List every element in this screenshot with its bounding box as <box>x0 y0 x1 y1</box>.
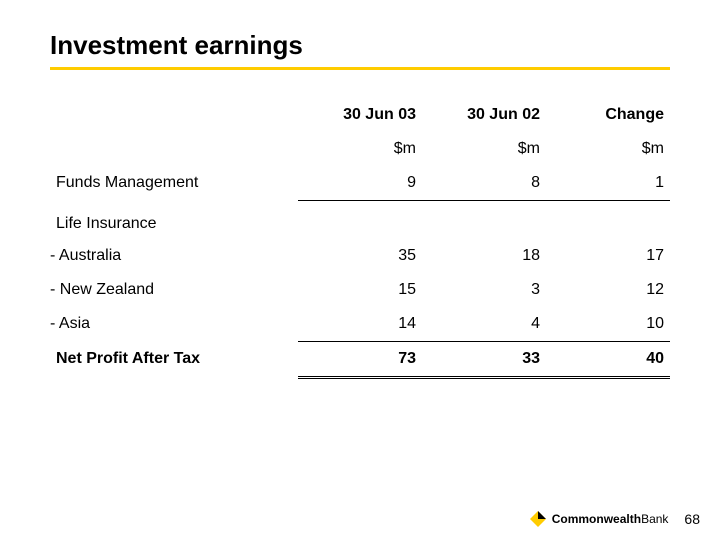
slide-title: Investment earnings <box>50 30 670 61</box>
val-aus-2: 18 <box>422 239 546 273</box>
earnings-table: 30 Jun 03 30 Jun 02 Change $m $m $m Fund… <box>50 98 670 379</box>
unit-row: $m $m $m <box>50 132 670 166</box>
label-australia: - Australia <box>50 239 298 273</box>
val-nz-1: 15 <box>298 273 422 307</box>
title-underline <box>50 67 670 70</box>
val-nz-3: 12 <box>546 273 670 307</box>
row-funds-management: Funds Management 9 8 1 <box>50 166 670 201</box>
label-asia: - Asia <box>50 307 298 342</box>
brand-text: CommonwealthBank <box>552 512 669 526</box>
header-col-3: Change <box>546 98 670 132</box>
val-aus-3: 17 <box>546 239 670 273</box>
header-col-1: 30 Jun 03 <box>298 98 422 132</box>
val-nz-2: 3 <box>422 273 546 307</box>
label-npat: Net Profit After Tax <box>50 341 298 377</box>
row-australia: - Australia 35 18 17 <box>50 239 670 273</box>
brand-name-a: Commonwealth <box>552 512 641 526</box>
val-aus-1: 35 <box>298 239 422 273</box>
page-number: 68 <box>684 511 700 527</box>
val-npat-2: 33 <box>422 341 546 377</box>
val-asia-2: 4 <box>422 307 546 342</box>
brand-name-b: Bank <box>641 512 668 526</box>
header-blank <box>50 98 298 132</box>
label-funds-management: Funds Management <box>50 166 298 201</box>
unit-blank <box>50 132 298 166</box>
unit-1: $m <box>298 132 422 166</box>
unit-3: $m <box>546 132 670 166</box>
row-npat: Net Profit After Tax 73 33 40 <box>50 341 670 377</box>
val-fm-3: 1 <box>546 166 670 201</box>
table-header-row: 30 Jun 03 30 Jun 02 Change <box>50 98 670 132</box>
label-new-zealand: - New Zealand <box>50 273 298 307</box>
unit-2: $m <box>422 132 546 166</box>
val-asia-1: 14 <box>298 307 422 342</box>
row-life-insurance-header: Life Insurance <box>50 201 670 239</box>
val-asia-3: 10 <box>546 307 670 342</box>
row-new-zealand: - New Zealand 15 3 12 <box>50 273 670 307</box>
val-fm-1: 9 <box>298 166 422 201</box>
footer: CommonwealthBank 68 <box>529 510 700 528</box>
label-life-insurance: Life Insurance <box>50 201 298 239</box>
row-asia: - Asia 14 4 10 <box>50 307 670 342</box>
val-npat-1: 73 <box>298 341 422 377</box>
diamond-icon <box>529 510 547 528</box>
brand-logo: CommonwealthBank <box>529 510 669 528</box>
val-fm-2: 8 <box>422 166 546 201</box>
val-npat-3: 40 <box>546 341 670 377</box>
header-col-2: 30 Jun 02 <box>422 98 546 132</box>
